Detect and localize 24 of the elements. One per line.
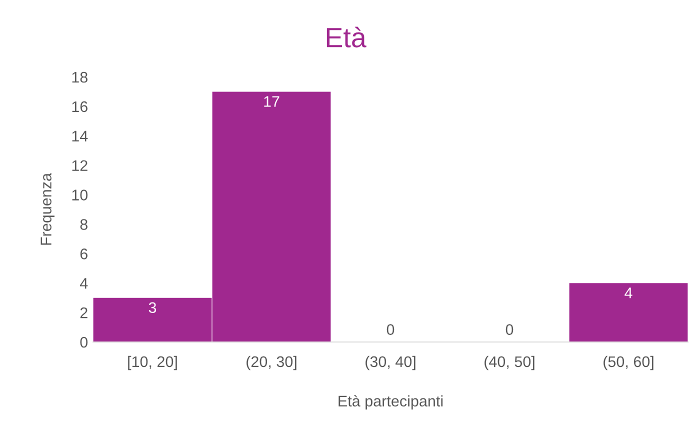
chart-title: Età	[326, 26, 366, 48]
y-tick-label: 10	[72, 190, 88, 200]
bar	[569, 283, 688, 342]
y-tick-label: 12	[72, 160, 88, 171]
data-label: 17	[264, 96, 280, 107]
y-tick-label: 2	[80, 307, 88, 318]
y-tick-label: 18	[72, 72, 88, 83]
y-tick-label: 6	[80, 248, 88, 260]
y-axis-title: Frequenza	[40, 172, 54, 245]
y-tick-label: 0	[80, 336, 88, 348]
x-tick-label: (50, 60]	[604, 356, 654, 370]
data-label: 4	[624, 288, 632, 298]
x-tick-label: (30, 40]	[366, 356, 416, 370]
y-tick-label: 8	[80, 219, 88, 230]
data-label: 3	[148, 302, 156, 314]
data-label: 0	[506, 324, 514, 336]
x-tick-label: [10, 20]	[128, 356, 177, 370]
x-tick-label: (40, 50]	[484, 356, 534, 370]
data-label: 0	[386, 324, 394, 336]
x-axis-title: Età partecipanti	[338, 395, 443, 410]
x-tick-label: (20, 30]	[246, 356, 296, 370]
y-tick-label: 16	[72, 101, 88, 112]
y-tick-label: 4	[80, 278, 88, 289]
y-tick-label: 14	[72, 130, 88, 142]
